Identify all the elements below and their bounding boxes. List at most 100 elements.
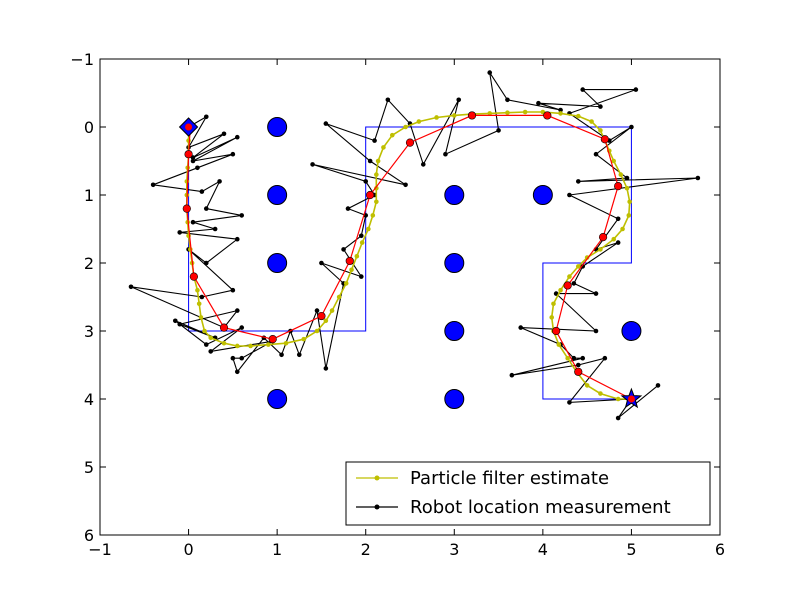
measurement-point-63 [558, 107, 563, 113]
particle-point-74 [615, 396, 621, 402]
particle-point-40 [416, 119, 422, 124]
measurement-point-84 [518, 325, 524, 330]
particle-point-59 [620, 226, 625, 232]
particle-point-42 [451, 113, 457, 118]
measurement-point-79 [580, 264, 586, 269]
particle-point-17 [221, 340, 227, 346]
measurement-point-53 [323, 121, 329, 126]
true-path-point-2 [182, 204, 191, 213]
measurement-point-55 [385, 97, 391, 103]
measurement-point-86 [571, 355, 577, 361]
particle-point-18 [234, 343, 240, 349]
x-tick-label-0: −1 [88, 540, 112, 559]
true-path-point-12 [600, 135, 609, 144]
true-path-point-15 [563, 281, 572, 290]
measurement-point-60 [496, 128, 501, 133]
true-path-point-13 [614, 182, 623, 191]
particle-point-16 [208, 335, 214, 341]
measurement-point-22 [128, 284, 134, 290]
measurement-point-45 [358, 233, 364, 239]
measurement-point-58 [456, 97, 462, 103]
true-path-point-6 [317, 311, 326, 321]
particle-point-63 [575, 264, 581, 269]
measurement-point-42 [319, 260, 324, 266]
particle-point-58 [626, 213, 632, 218]
measurement-point-66 [580, 87, 586, 92]
particle-point-38 [389, 132, 395, 138]
measurement-point-93 [615, 415, 621, 421]
measurement-point-3 [221, 131, 227, 137]
measurement-point-28 [203, 342, 209, 347]
measurement-point-54 [372, 138, 377, 143]
particle-point-26 [336, 294, 342, 300]
measurement-point-71 [593, 151, 599, 157]
measurement-point-25 [177, 321, 183, 327]
particle-point-20 [265, 342, 271, 347]
particle-point-41 [434, 115, 439, 120]
landmark-0 [267, 117, 288, 137]
landmark-layer [267, 117, 642, 409]
measurement-point-10 [199, 189, 205, 194]
true-path-point-9 [405, 138, 415, 147]
particle-point-30 [359, 240, 365, 245]
particle-point-12 [195, 287, 200, 293]
legend-label-measurement: Robot location measurement [410, 497, 671, 518]
y-tick-label-4: 3 [84, 322, 94, 341]
measurement-point-14 [190, 219, 196, 225]
particle-point-67 [549, 315, 555, 320]
start-point [185, 123, 193, 131]
particle-point-56 [624, 185, 630, 191]
landmark-7 [444, 389, 465, 409]
particle-point-69 [556, 342, 562, 347]
measurement-point-32 [239, 355, 245, 361]
start-goal-layer [178, 117, 643, 409]
measurement-point-24 [234, 308, 240, 313]
particle-point-49 [575, 113, 581, 119]
particle-point-55 [618, 172, 624, 177]
x-tick-label-3: 2 [361, 540, 371, 559]
landmark-2 [267, 253, 288, 273]
measurement-point-18 [203, 260, 209, 266]
particle-point-32 [370, 213, 376, 218]
particle-point-66 [551, 301, 556, 307]
measurement-point-64 [536, 100, 541, 106]
measurement-point-50 [310, 162, 315, 167]
y-tick-label-6: 5 [84, 458, 94, 477]
particle-point-28 [349, 267, 354, 273]
measurement-point-11 [217, 179, 222, 184]
x-tick-label-6: 5 [626, 540, 636, 559]
goal-point [627, 395, 635, 403]
legend: Particle filter estimate Robot location … [345, 461, 711, 526]
particle-point-72 [584, 383, 590, 388]
landmark-1 [267, 185, 288, 205]
true-path-point-16 [552, 326, 561, 336]
measurement-point-20 [230, 287, 236, 293]
particle-point-4 [184, 179, 190, 184]
particle-point-44 [487, 111, 493, 116]
measurement-point-27 [172, 318, 178, 324]
particle-point-54 [611, 158, 617, 164]
particle-point-22 [301, 336, 307, 342]
true-path-point-5 [268, 335, 277, 344]
true-path-point-7 [345, 256, 354, 266]
x-tick-label-2: 1 [272, 540, 282, 559]
measurement-point-38 [296, 352, 302, 358]
particle-point-1 [186, 138, 191, 143]
measurement-point-47 [345, 206, 351, 211]
measurement-point-91 [567, 400, 572, 405]
measurement-point-87 [580, 355, 586, 361]
measurement-point-52 [367, 158, 373, 164]
measurement-point-89 [575, 362, 581, 368]
true-path-point-8 [366, 190, 375, 200]
measurement-point-7 [230, 151, 236, 157]
measurement-point-9 [150, 182, 156, 188]
measurement-point-61 [487, 70, 493, 75]
measurement-point-83 [593, 328, 599, 334]
particle-point-23 [314, 328, 320, 334]
measurement-point-76 [615, 216, 621, 222]
true-path-point-14 [598, 233, 608, 242]
x-tick-label-1: 0 [183, 540, 193, 559]
particle-point-64 [567, 274, 572, 279]
measurement-point-5 [234, 134, 240, 140]
legend-entry-particle: Particle filter estimate [356, 468, 609, 489]
